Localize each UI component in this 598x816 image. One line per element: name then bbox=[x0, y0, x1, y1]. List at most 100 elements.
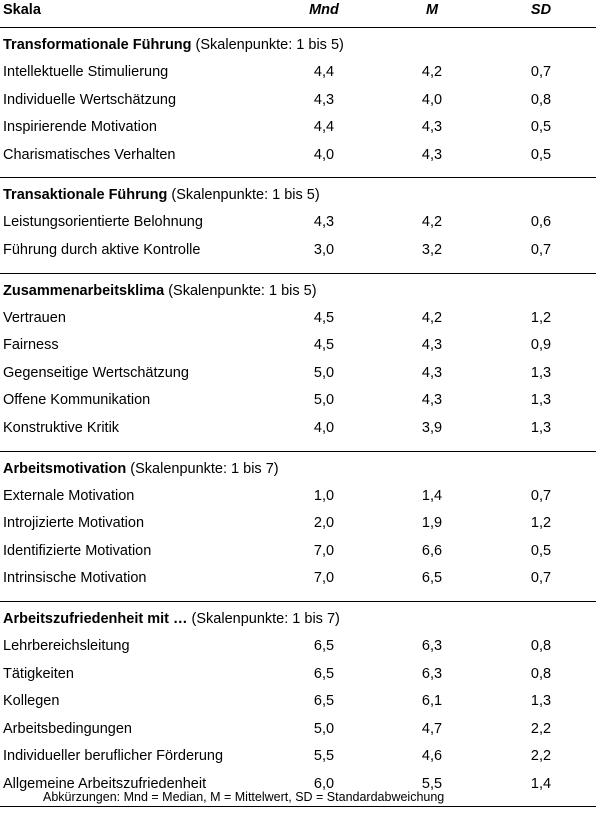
table-row: Allgemeine Arbeitszufriedenheit 6,0 5,5 1,4 bbox=[0, 773, 596, 801]
section-title: Zusammenarbeitsklima (Skalenpunkte: 1 bi… bbox=[3, 283, 317, 299]
table-row: Intrinsische Motivation 7,0 6,5 0,7 bbox=[0, 567, 596, 595]
row-mean: 4,3 bbox=[421, 146, 443, 163]
row-median: 4,4 bbox=[313, 119, 335, 136]
section-title: Transaktionale Führung (Skalenpunkte: 1 … bbox=[3, 187, 320, 203]
table-section: Transaktionale Führung (Skalenpunkte: 1 … bbox=[0, 178, 596, 274]
section-header: Arbeitszufriedenheit mit … (Skalenpunkte… bbox=[0, 602, 596, 635]
section-name: Arbeitszufriedenheit mit … bbox=[3, 610, 188, 627]
row-label: Charismatisches Verhalten bbox=[3, 146, 176, 163]
section-scale: (Skalenpunkte: 1 bis 5) bbox=[168, 282, 317, 299]
row-mean: 1,9 bbox=[421, 515, 443, 532]
row-sd: 1,3 bbox=[530, 693, 552, 710]
table-row: Individueller beruflicher Förderung 5,5 4,… bbox=[0, 745, 596, 773]
row-label: Offene Kommunikation bbox=[3, 392, 151, 409]
row-label: Intellektuelle Stimulierung bbox=[3, 64, 169, 80]
row-median: 5,0 bbox=[313, 720, 335, 737]
row-label: Vertrauen bbox=[3, 309, 66, 326]
table-body: Transformationale Führung (Skalenpunkte:… bbox=[0, 28, 596, 808]
table-section: Transformationale Führung (Skalenpunkte:… bbox=[0, 28, 596, 179]
row-mean: 6,5 bbox=[421, 570, 443, 587]
row-mean: 4,3 bbox=[421, 119, 443, 136]
row-median: 4,3 bbox=[313, 91, 335, 108]
table-row: Vertrauen 4,5 4,2 1,2 bbox=[0, 307, 596, 335]
row-sd: 0,5 bbox=[530, 119, 552, 136]
row-median: 6,5 bbox=[313, 637, 335, 654]
section-name: Transformationale Führung bbox=[3, 37, 192, 53]
row-label: Arbeitsbedingungen bbox=[3, 720, 132, 737]
section-header: Zusammenarbeitsklima (Skalenpunkte: 1 bi… bbox=[0, 274, 596, 307]
row-sd: 1,3 bbox=[530, 364, 552, 381]
table-row: Identifizierte Motivation 7,0 6,6 0,5 bbox=[0, 540, 596, 568]
row-label: Fairness bbox=[3, 337, 59, 354]
row-sd: 0,8 bbox=[530, 91, 552, 108]
table-row: Inspirierende Motivation 4,4 4,3 0,5 bbox=[0, 116, 596, 144]
table-row: Arbeitsbedingungen 5,0 4,7 2,2 bbox=[0, 718, 596, 746]
section-title: Arbeitszufriedenheit mit … (Skalenpunkte… bbox=[3, 611, 340, 627]
row-median: 2,0 bbox=[313, 515, 335, 532]
table-row: Fairness 4,5 4,3 0,9 bbox=[0, 334, 596, 362]
section-scale: (Skalenpunkte: 1 bis 7) bbox=[130, 460, 279, 477]
row-mean: 4,3 bbox=[421, 364, 443, 381]
table-row: Individuelle Wertschätzung 4,3 4,0 0,8 bbox=[0, 89, 596, 117]
table-row: Externale Motivation 1,0 1,4 0,7 bbox=[0, 485, 596, 513]
row-label: Leistungsorientierte Belohnung bbox=[3, 214, 203, 231]
row-sd: 0,8 bbox=[530, 637, 552, 654]
row-median: 6,0 bbox=[313, 775, 335, 792]
section-title: Arbeitsmotivation (Skalenpunkte: 1 bis 7… bbox=[3, 461, 279, 477]
row-label: Allgemeine Arbeitszufriedenheit bbox=[3, 775, 207, 792]
row-sd: 1,3 bbox=[530, 392, 552, 409]
row-mean: 6,3 bbox=[421, 637, 443, 654]
table-section: Arbeitsmotivation (Skalenpunkte: 1 bis 7… bbox=[0, 452, 596, 602]
row-sd: 1,4 bbox=[530, 775, 552, 792]
row-mean: 4,6 bbox=[421, 748, 443, 765]
row-sd: 0,6 bbox=[530, 214, 552, 231]
header-sd: SD bbox=[530, 2, 552, 18]
row-label: Konstruktive Kritik bbox=[3, 419, 120, 436]
table-row: Konstruktive Kritik 4,0 3,9 1,3 bbox=[0, 417, 596, 445]
section-scale: (Skalenpunkte: 1 bis 5) bbox=[171, 187, 320, 204]
row-mean: 4,7 bbox=[421, 720, 443, 737]
row-mean: 4,2 bbox=[421, 214, 443, 231]
footnote: Abkürzungen: Mnd = Median, M = Mittelwer… bbox=[43, 790, 445, 804]
row-sd: 0,7 bbox=[530, 241, 552, 258]
row-label: Individuelle Wertschätzung bbox=[3, 91, 177, 108]
row-sd: 0,8 bbox=[530, 665, 552, 682]
row-mean: 4,3 bbox=[421, 392, 443, 409]
row-median: 4,0 bbox=[313, 419, 335, 436]
table-row: Tätigkeiten 6,5 6,3 0,8 bbox=[0, 663, 596, 691]
table-header: Skala Mnd M SD bbox=[0, 0, 596, 28]
row-median: 7,0 bbox=[313, 570, 335, 587]
row-sd: 0,7 bbox=[530, 487, 552, 504]
row-mean: 3,2 bbox=[421, 241, 443, 258]
row-median: 1,0 bbox=[313, 487, 335, 504]
row-sd: 0,7 bbox=[530, 64, 552, 80]
row-sd: 2,2 bbox=[530, 720, 552, 737]
row-label: Gegenseitige Wertschätzung bbox=[3, 364, 189, 381]
row-sd: 2,2 bbox=[530, 748, 552, 765]
row-mean: 6,6 bbox=[421, 542, 443, 559]
table-row: Leistungsorientierte Belohnung 4,3 4,2 0,6 bbox=[0, 211, 596, 239]
table-section: Zusammenarbeitsklima (Skalenpunkte: 1 bi… bbox=[0, 274, 596, 452]
section-header: Transaktionale Führung (Skalenpunkte: 1 … bbox=[0, 178, 596, 211]
row-median: 7,0 bbox=[313, 542, 335, 559]
row-sd: 1,2 bbox=[530, 309, 552, 326]
row-mean: 4,2 bbox=[421, 64, 443, 80]
row-mean: 1,4 bbox=[421, 487, 443, 504]
table-row: Introjizierte Motivation 2,0 1,9 1,2 bbox=[0, 512, 596, 540]
row-mean: 6,3 bbox=[421, 665, 443, 682]
row-label: Introjizierte Motivation bbox=[3, 515, 145, 532]
row-label: Lehrbereichsleitung bbox=[3, 637, 130, 654]
table-row: Charismatisches Verhalten 4,0 4,3 0,5 bbox=[0, 144, 596, 172]
table-row: Lehrbereichsleitung 6,5 6,3 0,8 bbox=[0, 635, 596, 663]
row-median: 6,5 bbox=[313, 665, 335, 682]
row-label: Individueller beruflicher Förderung bbox=[3, 748, 224, 765]
table-row: Gegenseitige Wertschätzung 5,0 4,3 1,3 bbox=[0, 362, 596, 390]
row-median: 4,0 bbox=[313, 146, 335, 163]
row-median: 5,5 bbox=[313, 748, 335, 765]
row-mean: 4,0 bbox=[421, 91, 443, 108]
table-row: Intellektuelle Stimulierung 4,4 4,2 0,7 bbox=[0, 61, 596, 89]
header-label: Skala bbox=[3, 2, 41, 18]
row-median: 4,4 bbox=[313, 64, 335, 80]
row-mean: 6,1 bbox=[421, 693, 443, 710]
